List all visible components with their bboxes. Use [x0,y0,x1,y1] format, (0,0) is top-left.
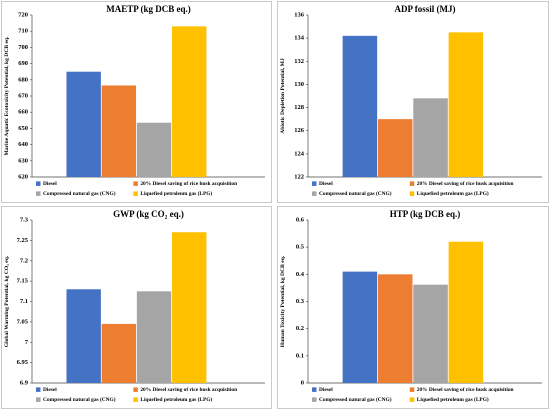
legend-label: Liquefied petroleum gas (LPG) [417,396,489,403]
y-tick-label: 7.2 [20,257,28,264]
y-tick-label: 7.3 [20,217,29,224]
legend-label: Compressed natural gas (CNG) [319,396,392,403]
bar [172,232,207,383]
legend-label: Compressed natural gas (CNG) [43,190,116,197]
y-tick-label: 0.3 [296,298,305,305]
y-tick-label: 6.9 [20,380,29,387]
y-tick-label: 7 [25,339,29,346]
legend-swatch [409,191,415,196]
legend-swatch [36,397,41,402]
legend-label: Diesel [319,387,333,393]
y-tick-label: 680 [18,76,28,83]
y-axis-label: Marine Aquatic Ecotoxicity Potential, kg… [4,36,10,156]
bar [172,26,207,178]
chart-title: GWP (kg CO₂ eq.) [113,209,184,219]
legend-label: Compressed natural gas (CNG) [319,190,392,197]
bar [66,71,101,177]
legend-swatch [312,191,317,196]
y-tick-label: 620 [18,174,28,181]
chart-title: ADP fossil (MJ) [395,4,456,14]
chart-panel-maetp: MAETP (kg DCB eq.) Marine Aquatic Ecotoxi… [1,1,272,203]
legend-label: 20% Diesel saving of rice husk acquisiti… [417,387,514,393]
legend-label: 20% Diesel saving of rice husk acquisiti… [140,387,237,393]
legend-label: Diesel [43,181,57,187]
legend-swatch [133,181,138,186]
chart-title: MAETP (kg DCB eq.) [106,4,191,14]
y-tick-label: 0 [301,380,304,387]
legend-swatch [133,397,138,402]
legend-swatch [409,397,415,402]
legend-swatch [312,387,317,392]
legend-label: Liquefied petroleum gas (LPG) [417,190,489,197]
bar [101,323,137,383]
legend-swatch [312,181,317,186]
chart-title: HTP (kg DCB eq.) [390,209,461,219]
legend-swatch [36,191,41,196]
y-tick-label: 640 [18,141,28,148]
y-axis-label: Global Warming Potential, kg CO₂ eq. [4,255,10,347]
y-tick-label: 132 [294,58,304,65]
y-tick-label: 690 [18,60,28,67]
y-tick-label: 130 [294,81,304,88]
legend-swatch [312,397,317,402]
y-tick-label: 720 [18,12,28,19]
bar [66,289,101,383]
bar-chart: MAETP (kg DCB eq.) Marine Aquatic Ecotoxi… [4,4,265,197]
legend-label: Compressed natural gas (CNG) [43,396,116,403]
y-tick-label: 0.4 [296,271,305,278]
legend-swatch [409,387,415,392]
bar [342,35,378,178]
legend-swatch [36,181,41,186]
y-tick-label: 134 [294,35,305,42]
legend-swatch [133,387,138,392]
y-tick-label: 7.15 [17,278,29,285]
y-tick-label: 660 [18,109,28,116]
legend-label: Diesel [43,387,57,393]
bar [136,291,172,383]
y-tick-label: 670 [18,93,28,100]
bar-chart: ADP fossil (MJ) Abiotic Depletion Potenti… [280,4,542,197]
y-tick-label: 136 [294,12,305,19]
legend-label: Diesel [319,181,333,187]
bar-chart: GWP (kg CO₂ eq.) Global Warming Potential… [4,209,265,403]
y-tick-label: 6.95 [17,359,29,366]
y-tick-label: 126 [294,127,305,134]
y-tick-label: 700 [18,44,28,51]
chart-panel-htp: HTP (kg DCB eq.) Human Toxicity Potential… [277,206,549,409]
chart-panel-gwp: GWP (kg CO₂ eq.) Global Warming Potential… [1,206,272,409]
y-axis-label: Abiotic Depletion Potential, MJ [280,58,286,134]
bar [448,241,484,383]
bar-chart: HTP (kg DCB eq.) Human Toxicity Potential… [280,209,542,403]
legend-swatch [133,191,138,196]
bar [377,119,413,177]
y-tick-label: 122 [294,174,304,181]
bar [101,85,137,177]
legend-swatch [36,387,41,392]
bar [413,98,448,177]
y-axis-label: Human Toxicity Potential, kg DCB eq. [280,255,286,347]
legend-swatch [409,181,415,186]
legend-label: 20% Diesel saving of rice husk acquisiti… [140,181,237,187]
y-tick-label: 630 [18,157,28,164]
y-tick-label: 710 [18,28,28,35]
y-tick-label: 124 [294,150,305,157]
legend-label: Liquefied petroleum gas (LPG) [140,190,212,197]
bar [342,271,378,383]
y-tick-label: 128 [294,104,305,111]
y-tick-label: 0.2 [296,325,304,332]
y-tick-label: 0.1 [296,352,304,359]
bar [413,284,448,383]
y-tick-label: 0.5 [296,244,305,251]
bar [136,122,172,177]
y-tick-label: 7.05 [17,318,29,325]
bar [448,32,484,177]
chart-panel-adp-fossil: ADP fossil (MJ) Abiotic Depletion Potenti… [277,1,549,203]
legend-label: 20% Diesel saving of rice husk acquisiti… [417,181,514,187]
y-tick-label: 650 [18,125,28,132]
y-tick-label: 7.1 [20,298,28,305]
bar [377,274,413,383]
y-tick-label: 7.25 [17,237,29,244]
y-tick-label: 0.6 [296,217,305,224]
legend-label: Liquefied petroleum gas (LPG) [140,396,212,403]
